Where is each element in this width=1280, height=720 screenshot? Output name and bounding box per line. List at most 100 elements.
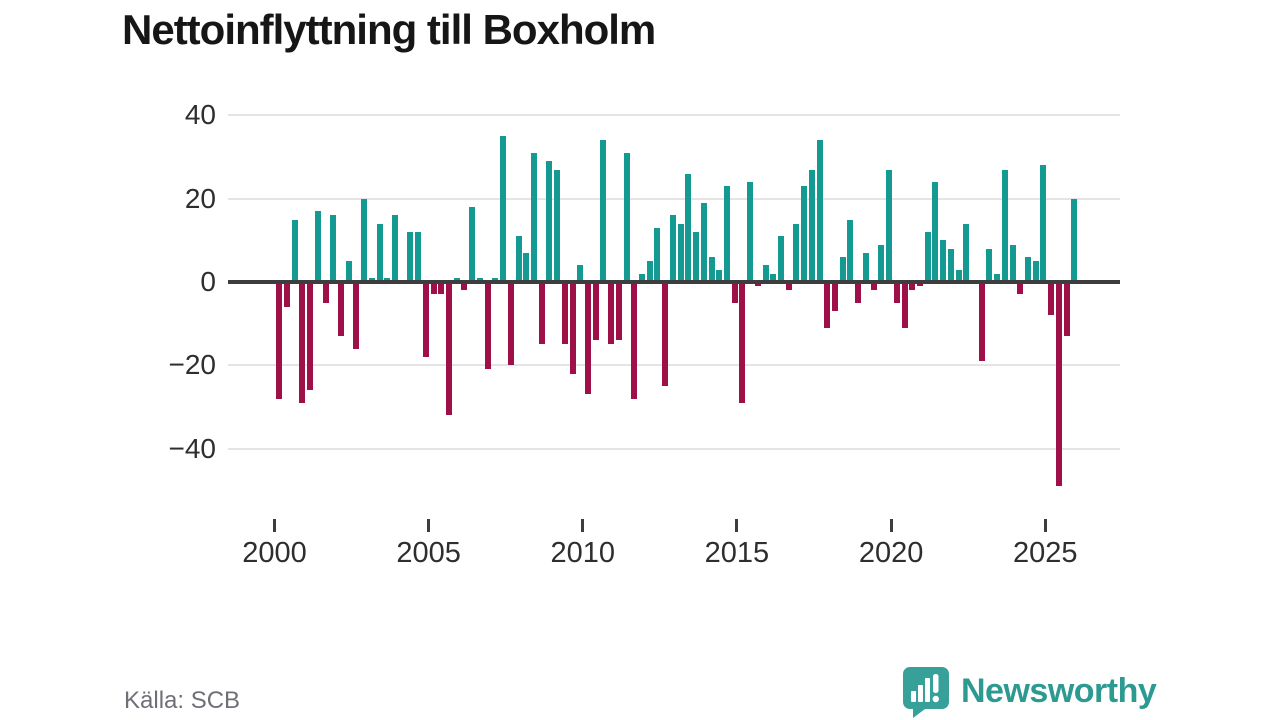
x-tick-label: 2005 — [396, 537, 461, 569]
bar — [669, 215, 676, 282]
newsworthy-wordmark: Newsworthy — [961, 672, 1157, 710]
bar — [639, 273, 646, 282]
y-tick-label: 40 — [184, 99, 216, 131]
bar — [677, 223, 684, 282]
bar — [469, 207, 476, 282]
bar — [538, 282, 545, 345]
bar — [314, 211, 321, 282]
bar — [662, 282, 669, 387]
bar — [1063, 282, 1070, 337]
bar — [623, 152, 630, 282]
bar — [801, 186, 808, 282]
x-tick-label: 2010 — [550, 537, 616, 569]
bar — [785, 282, 792, 291]
bar — [832, 282, 839, 312]
bar — [330, 215, 337, 282]
bar — [608, 282, 615, 345]
bar — [909, 282, 916, 291]
bar — [438, 282, 445, 295]
x-tick-label: 2020 — [858, 537, 924, 569]
bar — [739, 282, 746, 403]
bar — [307, 282, 314, 391]
bar — [1025, 257, 1032, 282]
bar — [862, 252, 869, 282]
bar — [299, 282, 306, 403]
bar — [940, 240, 947, 282]
bar — [947, 248, 954, 282]
bar — [1055, 282, 1062, 487]
gridline-y20 — [228, 197, 1120, 200]
bar — [963, 223, 970, 282]
bar — [994, 273, 1001, 282]
bar — [1017, 282, 1024, 295]
bar — [530, 152, 537, 282]
source-note: Källa: SCB — [124, 687, 241, 714]
bar — [592, 282, 599, 341]
bar — [283, 282, 290, 307]
bar — [870, 282, 877, 291]
bar — [484, 282, 491, 370]
bar — [631, 282, 638, 399]
bar — [577, 265, 584, 282]
bar — [847, 219, 854, 282]
bar — [430, 282, 437, 295]
bar — [569, 282, 576, 374]
bar — [878, 244, 885, 282]
bar — [461, 282, 468, 291]
bar — [716, 269, 723, 282]
bar — [1009, 244, 1016, 282]
bar — [1032, 261, 1039, 282]
bar — [345, 261, 352, 282]
bar — [932, 182, 939, 282]
bar — [600, 140, 607, 282]
bar — [361, 198, 368, 282]
newsworthy-logo: Newsworthy — [901, 665, 1157, 719]
bar — [291, 219, 298, 282]
bar — [747, 182, 754, 282]
bar — [793, 223, 800, 282]
newsworthy-bubble-icon — [903, 667, 949, 718]
bar — [276, 282, 283, 399]
bar — [554, 169, 561, 282]
y-tick-label: −40 — [168, 432, 217, 464]
bar — [500, 136, 507, 282]
bar — [615, 282, 622, 341]
bar — [754, 282, 761, 287]
bar — [855, 282, 862, 303]
bar — [1001, 169, 1008, 282]
bar — [916, 282, 923, 287]
bar — [453, 277, 460, 282]
bar — [693, 232, 700, 282]
bar — [422, 282, 429, 357]
x-tick-label: 2000 — [242, 537, 307, 569]
x-tick-label: 2025 — [1012, 537, 1078, 569]
bar — [731, 282, 738, 303]
bar — [778, 236, 784, 282]
bar — [1040, 165, 1047, 282]
x-axis-zero-line — [228, 280, 1120, 284]
bar — [446, 282, 453, 416]
gridline-y-20 — [228, 364, 1120, 367]
x-tick — [427, 519, 431, 532]
gridline-y40 — [228, 114, 1120, 117]
bar — [646, 261, 653, 282]
bar — [986, 248, 993, 282]
bar — [1048, 282, 1055, 316]
y-tick-label: −20 — [168, 349, 217, 381]
bar — [808, 169, 815, 282]
bar — [585, 282, 591, 395]
bar — [901, 282, 908, 328]
x-tick-label: 2015 — [704, 537, 770, 569]
bar — [515, 236, 522, 282]
bar — [762, 265, 769, 282]
bar — [407, 232, 414, 282]
bar — [492, 277, 499, 282]
bar — [685, 173, 692, 282]
bar — [546, 161, 553, 282]
bar — [816, 140, 823, 282]
page-title: Nettoinflyttning till Boxholm — [122, 6, 656, 53]
x-tick — [581, 519, 585, 532]
y-tick-label: 20 — [184, 182, 216, 214]
x-tick — [1043, 519, 1047, 532]
bar — [392, 215, 398, 282]
